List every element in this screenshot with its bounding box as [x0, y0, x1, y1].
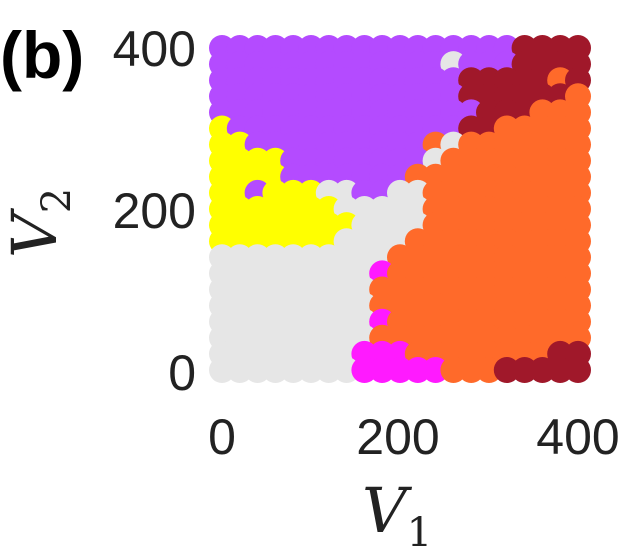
scatter-point: [315, 357, 342, 383]
scatter-point: [351, 357, 378, 383]
panel-label: (b): [0, 18, 84, 92]
x-tick-labels: 0 200 400: [208, 409, 620, 465]
scatter-point: [565, 357, 591, 383]
scatter-point: [298, 357, 324, 383]
scatter-point: [458, 357, 485, 383]
scatter-point: [333, 357, 360, 383]
y-axis-label: V2: [0, 188, 80, 258]
scatter-point: [529, 357, 556, 383]
scatter-point: [511, 357, 538, 383]
x-axis-label: V1: [362, 474, 432, 556]
scatter-point: [404, 357, 431, 383]
y-tick-label-400: 400: [113, 21, 196, 77]
scatter-point: [476, 357, 502, 383]
scatter-points: [209, 35, 591, 383]
scatter-point: [493, 357, 520, 383]
y-tick-label-0: 0: [168, 345, 196, 401]
scatter-point: [280, 357, 307, 383]
scatter-point: [547, 357, 574, 383]
y-axis-label-group: V2: [0, 188, 80, 258]
scatter-point: [226, 357, 253, 383]
y-tick-label-200: 200: [113, 183, 196, 239]
scatter-point: [262, 357, 289, 383]
x-tick-label-200: 200: [356, 409, 439, 465]
scatter-point: [369, 357, 396, 383]
x-tick-label-400: 400: [536, 409, 619, 465]
scatter-point: [422, 357, 449, 383]
scatter-point: [387, 357, 413, 383]
x-tick-label-0: 0: [208, 409, 236, 465]
scatter-point: [440, 357, 467, 383]
scatter-point: [209, 357, 235, 383]
y-tick-labels: 400 200 0: [113, 21, 196, 401]
scatter-point: [244, 357, 271, 383]
